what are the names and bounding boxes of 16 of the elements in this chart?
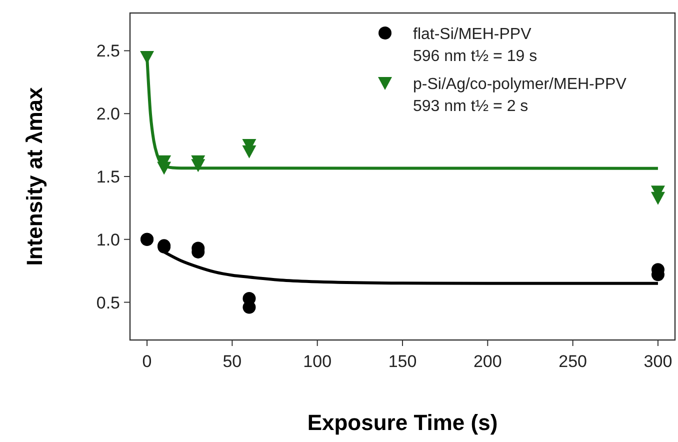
y-tick-label: 2.5 [96, 42, 120, 61]
x-tick-label: 150 [388, 352, 417, 371]
x-tick-label: 100 [303, 352, 332, 371]
x-tick-label: 200 [473, 352, 502, 371]
legend-label: p-Si/Ag/co-polymer/MEH-PPV 593 nm t½ = 2 s [413, 76, 627, 115]
x-tick-label: 300 [644, 352, 672, 371]
y-tick-label: 2.0 [96, 104, 120, 124]
x-tick-label: 250 [558, 352, 587, 371]
x-tick-label: 0 [142, 352, 152, 371]
x-axis-title: Exposure Time (s) [307, 410, 498, 435]
legend-label: flat-Si/MEH-PPV 596 nm t½ = 19 s [413, 26, 538, 65]
y-tick-label: 1.5 [96, 168, 120, 186]
y-tick-label: 1.0 [96, 230, 120, 250]
y-tick-label: 0.5 [96, 293, 120, 312]
y-axis-title: Intensity at λmax [22, 86, 47, 266]
x-tick-label: 50 [222, 352, 242, 371]
